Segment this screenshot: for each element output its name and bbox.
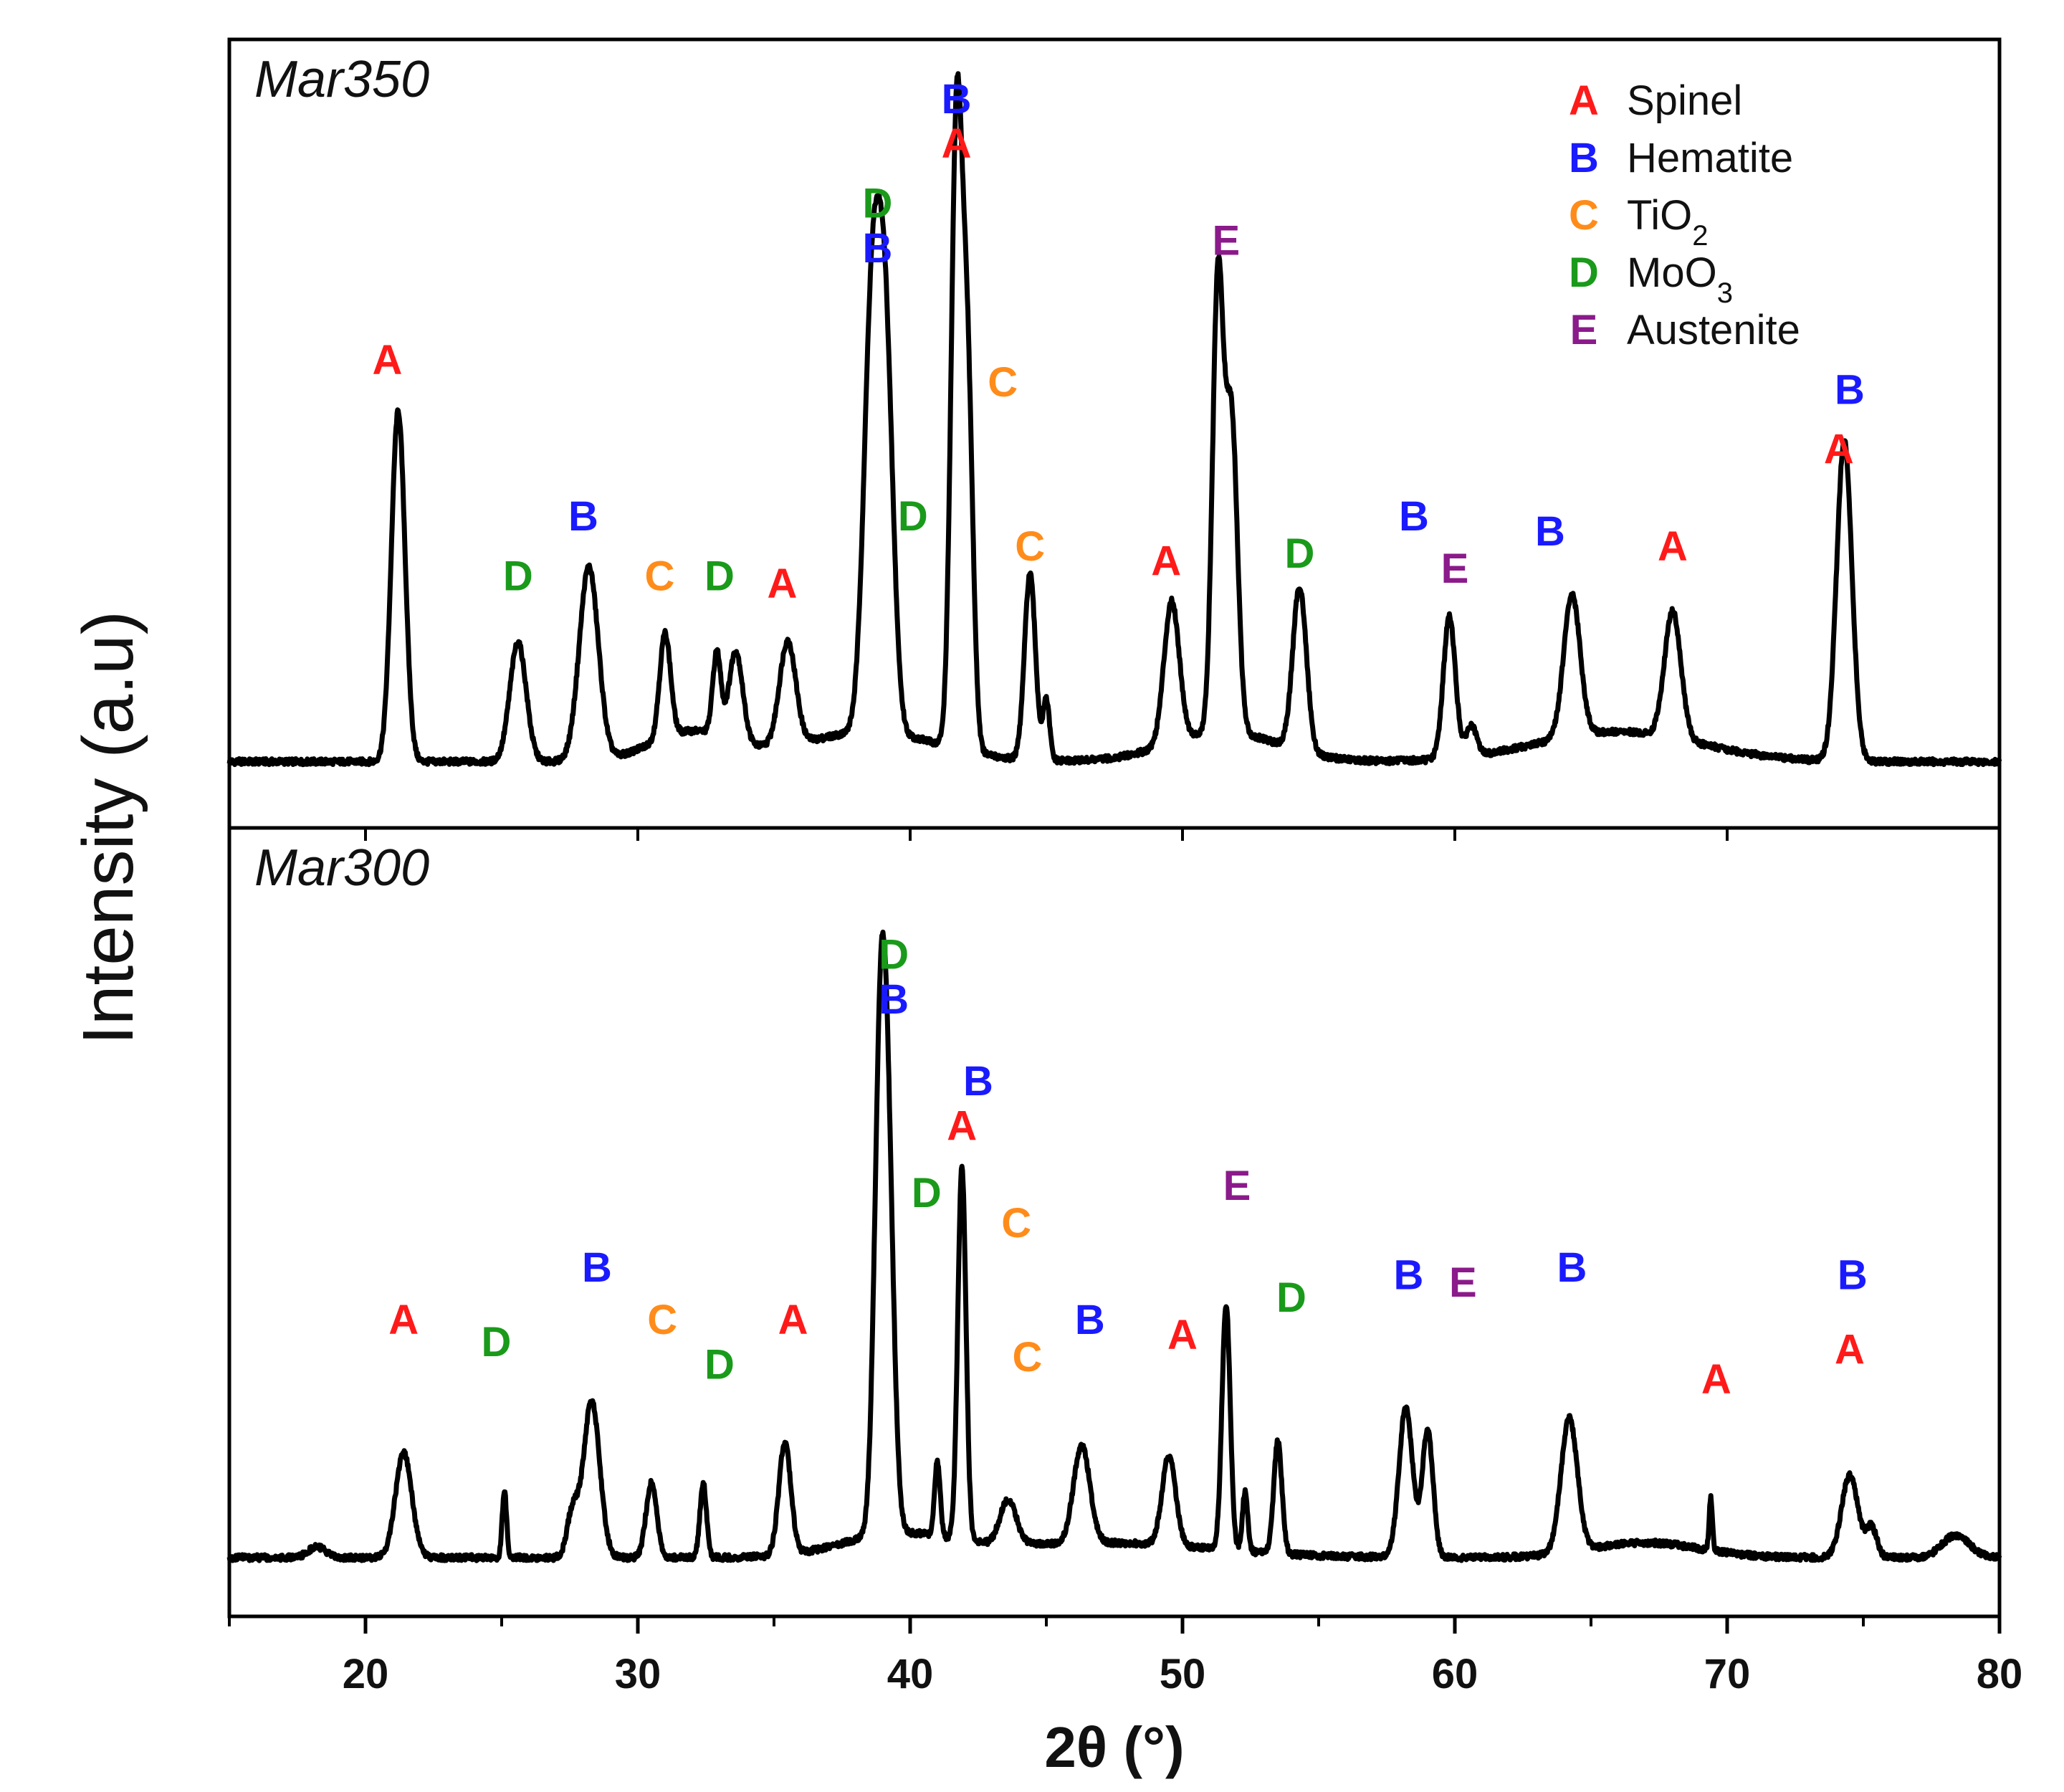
peak-label-d: D [503, 553, 533, 599]
peak-label-c: C [644, 553, 674, 599]
panel-frames [227, 37, 2002, 1619]
peak-label-d: D [912, 1170, 942, 1216]
peak-label-a: A [1824, 426, 1854, 473]
peak-label-b: B [879, 976, 909, 1023]
peak-label-e: E [1223, 1163, 1251, 1209]
x-axis-title: 2θ (°) [1044, 1715, 1184, 1779]
peak-label-a: A [1701, 1356, 1731, 1403]
peak-label-a: A [372, 337, 402, 383]
legend-letter-c: C [1569, 192, 1599, 239]
peak-label-a: A [1658, 523, 1688, 570]
peak-label-b: B [862, 225, 892, 272]
peak-label-c: C [1015, 523, 1045, 570]
y-axis-title: Intensity (a.u) [68, 611, 148, 1045]
peak-label-c: C [1001, 1200, 1031, 1247]
panel-title: Mar300 [254, 839, 429, 897]
peak-label-c: C [1012, 1334, 1042, 1381]
peak-label-b: B [1838, 1252, 1868, 1299]
peak-label-e: E [1212, 217, 1240, 264]
legend-letter-e: E [1570, 307, 1598, 353]
legend-letter-b: B [1569, 135, 1599, 181]
peak-label-b: B [1393, 1252, 1423, 1299]
legend-letter-a: A [1569, 77, 1599, 124]
peak-label-e: E [1449, 1259, 1477, 1306]
peak-label-e: E [1441, 545, 1469, 592]
peak-label-a: A [1167, 1312, 1198, 1358]
x-tick-label: 40 [887, 1651, 934, 1697]
peak-label-b: B [963, 1058, 993, 1105]
peak-label-b: B [568, 493, 598, 540]
peak-label-b: B [1075, 1297, 1105, 1343]
peak-label-d: D [481, 1319, 511, 1366]
x-axis: 20 30 40 50 60 70 80 [228, 828, 2023, 1697]
peak-label-b: B [1835, 366, 1865, 413]
x-tick-label: 70 [1704, 1651, 1751, 1697]
peak-label-d: D [704, 1341, 735, 1388]
peak-label-d: D [879, 931, 909, 978]
xrd-pattern-mar350 [226, 71, 2002, 768]
legend-label-spinel: Spinel [1627, 77, 1742, 124]
peak-label-d: D [1284, 530, 1314, 577]
panel-title: Mar350 [254, 51, 429, 108]
peak-label-d: D [704, 553, 735, 599]
peak-label-c: C [647, 1297, 677, 1343]
peak-label-d: D [862, 180, 892, 227]
peak-label-b: B [582, 1244, 612, 1291]
peak-label-a: A [388, 1297, 419, 1343]
peak-label-d: D [1276, 1274, 1306, 1321]
peak-label-a: A [942, 120, 972, 167]
peak-label-a: A [1835, 1327, 1865, 1373]
peak-label-a: A [767, 561, 797, 607]
x-tick-label: 20 [343, 1651, 389, 1697]
x-tick-label: 60 [1432, 1651, 1478, 1697]
peak-label-b: B [942, 76, 972, 123]
legend-letter-d: D [1569, 249, 1599, 296]
panel-frame [227, 826, 2002, 1619]
peak-label-c: C [988, 359, 1018, 406]
peak-label-b: B [1535, 508, 1565, 555]
x-tick-label: 50 [1160, 1651, 1206, 1697]
legend-subscript: 3 [1717, 277, 1733, 309]
peak-label-a: A [778, 1297, 808, 1343]
x-tick-label: 30 [615, 1651, 661, 1697]
legend-subscript: 2 [1692, 220, 1708, 252]
legend-label-austenite: Austenite [1627, 307, 1800, 353]
peak-label-b: B [1399, 493, 1429, 540]
x-tick-label: 80 [1977, 1651, 2023, 1697]
peak-label-b: B [1557, 1244, 1587, 1291]
legend-label-hematite: Hematite [1627, 135, 1793, 181]
peak-label-d: D [898, 493, 928, 540]
peak-label-a: A [1151, 538, 1181, 585]
peak-label-a: A [947, 1103, 977, 1150]
xrd-pattern-mar300 [226, 929, 2002, 1563]
